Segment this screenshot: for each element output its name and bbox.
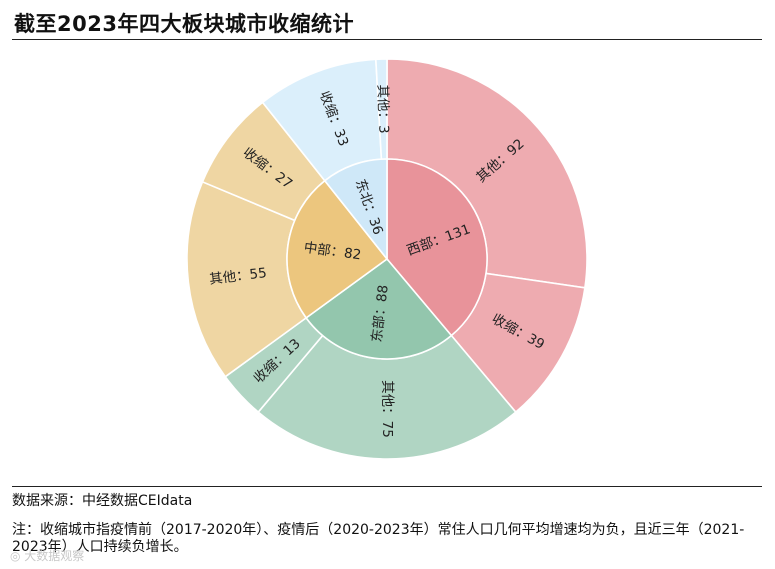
title-rule	[12, 39, 762, 40]
chart-title: 截至2023年四大板块城市收缩统计	[14, 12, 354, 36]
inner-ring	[286, 158, 488, 360]
source-text: 数据来源：中经数据CEIdata	[12, 493, 193, 509]
inner-slice-east	[305, 257, 453, 360]
watermark: ◎ 大数据观察	[10, 549, 85, 563]
outer-ring	[186, 58, 588, 460]
inner-slice-central	[286, 179, 389, 319]
inner-slice-northeast	[323, 158, 388, 262]
outer-label-central-other: 其他：55	[208, 265, 267, 288]
outer-label-northeast-other: 其他：3	[374, 84, 391, 134]
inner-slice-west	[386, 158, 488, 337]
inner-label-central: 中部：82	[303, 240, 362, 264]
inner-label-east: 东部：88	[369, 284, 392, 343]
footnote: 注：收缩城市指疫情前（2017-2020年）、疫情后（2020-2023年）常住…	[12, 522, 745, 555]
source-rule	[12, 486, 762, 487]
outer-label-east-other: 其他：75	[379, 380, 395, 438]
